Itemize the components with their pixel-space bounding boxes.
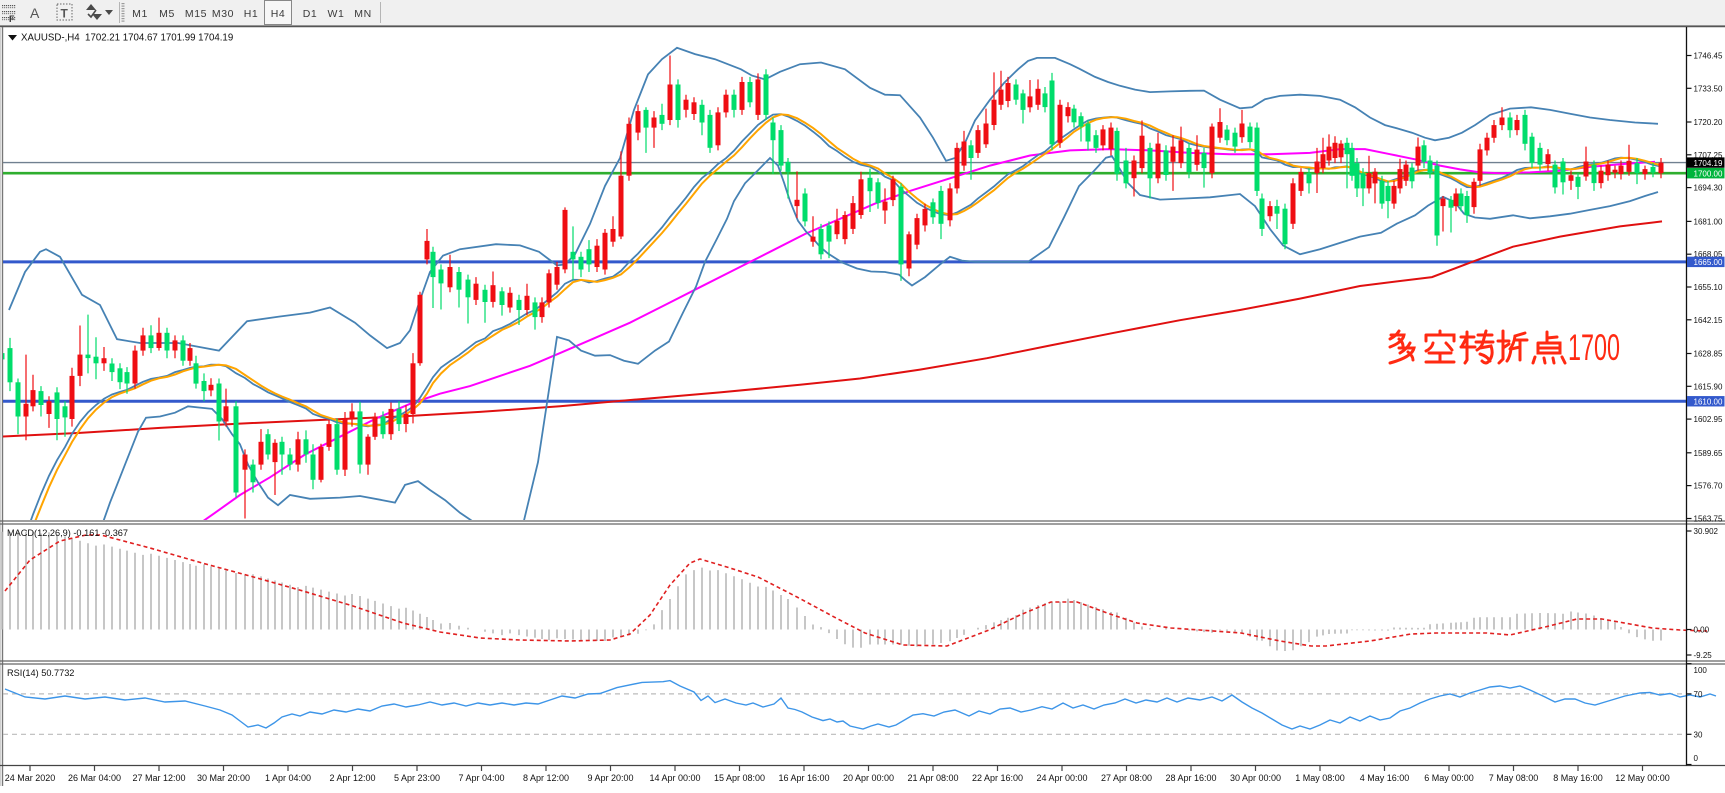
svg-text:4 May 16:00: 4 May 16:00 xyxy=(1360,773,1410,783)
svg-text:14 Apr 00:00: 14 Apr 00:00 xyxy=(649,773,700,783)
svg-text:1746.45: 1746.45 xyxy=(1694,52,1723,61)
svg-text:7 May 08:00: 7 May 08:00 xyxy=(1489,773,1539,783)
svg-text:XAUUSD-,H4 1702.21 1704.67 17: XAUUSD-,H4 1702.21 1704.67 1701.99 1704.… xyxy=(21,33,233,44)
svg-text:1733.50: 1733.50 xyxy=(1694,84,1723,93)
svg-text:24 Mar 2020: 24 Mar 2020 xyxy=(5,773,56,783)
svg-text:M1: M1 xyxy=(132,8,148,20)
svg-text:20 Apr 00:00: 20 Apr 00:00 xyxy=(843,773,894,783)
svg-text:12 May 00:00: 12 May 00:00 xyxy=(1615,773,1670,783)
svg-text:6 May 00:00: 6 May 00:00 xyxy=(1424,773,1474,783)
svg-text:1 Apr 04:00: 1 Apr 04:00 xyxy=(265,773,311,783)
svg-text:H4: H4 xyxy=(271,8,286,20)
svg-text:16 Apr 16:00: 16 Apr 16:00 xyxy=(778,773,829,783)
svg-text:8 Apr 12:00: 8 Apr 12:00 xyxy=(523,773,569,783)
svg-text:1 May 08:00: 1 May 08:00 xyxy=(1295,773,1345,783)
svg-text:24 Apr 00:00: 24 Apr 00:00 xyxy=(1036,773,1087,783)
svg-text:1610.00: 1610.00 xyxy=(1694,398,1723,407)
svg-text:W1: W1 xyxy=(328,8,345,20)
svg-text:26 Mar 04:00: 26 Mar 04:00 xyxy=(68,773,121,783)
svg-text:M5: M5 xyxy=(159,8,175,20)
svg-text:D1: D1 xyxy=(303,8,318,20)
svg-text:1668.05: 1668.05 xyxy=(1694,250,1723,259)
svg-text:T: T xyxy=(61,7,69,21)
svg-text:MACD(12,26,9) -0.161 -0.367: MACD(12,26,9) -0.161 -0.367 xyxy=(7,528,128,538)
svg-text:9 Apr 20:00: 9 Apr 20:00 xyxy=(587,773,633,783)
svg-text:M30: M30 xyxy=(212,8,234,20)
svg-text:100: 100 xyxy=(1694,666,1708,675)
svg-text:1665.00: 1665.00 xyxy=(1694,258,1723,267)
svg-text:1704.19: 1704.19 xyxy=(1694,159,1723,168)
svg-text:0.00: 0.00 xyxy=(1694,626,1710,635)
svg-text:MN: MN xyxy=(354,8,372,20)
svg-text:1589.65: 1589.65 xyxy=(1694,449,1723,458)
svg-text:1615.90: 1615.90 xyxy=(1694,382,1723,391)
svg-text:1681.00: 1681.00 xyxy=(1694,217,1723,226)
svg-text:RSI(14) 50.7732: RSI(14) 50.7732 xyxy=(7,668,74,678)
svg-text:1694.30: 1694.30 xyxy=(1694,184,1723,193)
svg-text:1655.10: 1655.10 xyxy=(1694,283,1723,292)
svg-text:1602.95: 1602.95 xyxy=(1694,415,1723,424)
svg-text:30.902: 30.902 xyxy=(1694,527,1719,536)
svg-text:70: 70 xyxy=(1694,690,1703,699)
svg-text:30 Apr 00:00: 30 Apr 00:00 xyxy=(1230,773,1281,783)
svg-text:5 Apr 23:00: 5 Apr 23:00 xyxy=(394,773,440,783)
svg-text:1576.70: 1576.70 xyxy=(1694,482,1723,491)
svg-text:2 Apr 12:00: 2 Apr 12:00 xyxy=(329,773,375,783)
svg-text:28 Apr 16:00: 28 Apr 16:00 xyxy=(1165,773,1216,783)
svg-text:-9.25: -9.25 xyxy=(1694,651,1713,660)
svg-text:22 Apr 16:00: 22 Apr 16:00 xyxy=(972,773,1023,783)
svg-text:1707.25: 1707.25 xyxy=(1694,151,1723,160)
svg-text:1642.15: 1642.15 xyxy=(1694,316,1723,325)
svg-text:F: F xyxy=(9,14,15,24)
svg-text:A: A xyxy=(30,5,40,21)
svg-text:H1: H1 xyxy=(244,8,259,20)
svg-text:1720.20: 1720.20 xyxy=(1694,118,1723,127)
svg-text:21 Apr 08:00: 21 Apr 08:00 xyxy=(907,773,958,783)
svg-text:1563.75: 1563.75 xyxy=(1694,515,1723,524)
svg-text:1700.00: 1700.00 xyxy=(1694,169,1723,178)
svg-text:8 May 16:00: 8 May 16:00 xyxy=(1553,773,1603,783)
svg-text:7 Apr 04:00: 7 Apr 04:00 xyxy=(458,773,504,783)
svg-text:1628.85: 1628.85 xyxy=(1694,350,1723,359)
svg-text:0: 0 xyxy=(1694,754,1699,763)
svg-text:30: 30 xyxy=(1694,730,1703,739)
svg-text:15 Apr 08:00: 15 Apr 08:00 xyxy=(714,773,765,783)
svg-text:27 Mar 12:00: 27 Mar 12:00 xyxy=(132,773,185,783)
svg-text:27 Apr 08:00: 27 Apr 08:00 xyxy=(1101,773,1152,783)
svg-text:M15: M15 xyxy=(185,8,207,20)
svg-text:1700: 1700 xyxy=(1568,327,1620,368)
svg-text:30 Mar 20:00: 30 Mar 20:00 xyxy=(197,773,250,783)
